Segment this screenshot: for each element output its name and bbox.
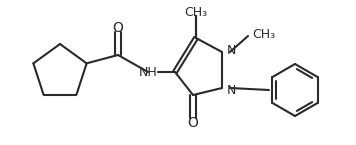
Text: O: O — [112, 21, 124, 35]
Text: N: N — [227, 84, 236, 97]
Text: NH: NH — [138, 66, 157, 78]
Text: CH₃: CH₃ — [252, 28, 275, 40]
Text: N: N — [227, 44, 236, 57]
Text: CH₃: CH₃ — [184, 6, 208, 19]
Text: O: O — [188, 116, 198, 130]
